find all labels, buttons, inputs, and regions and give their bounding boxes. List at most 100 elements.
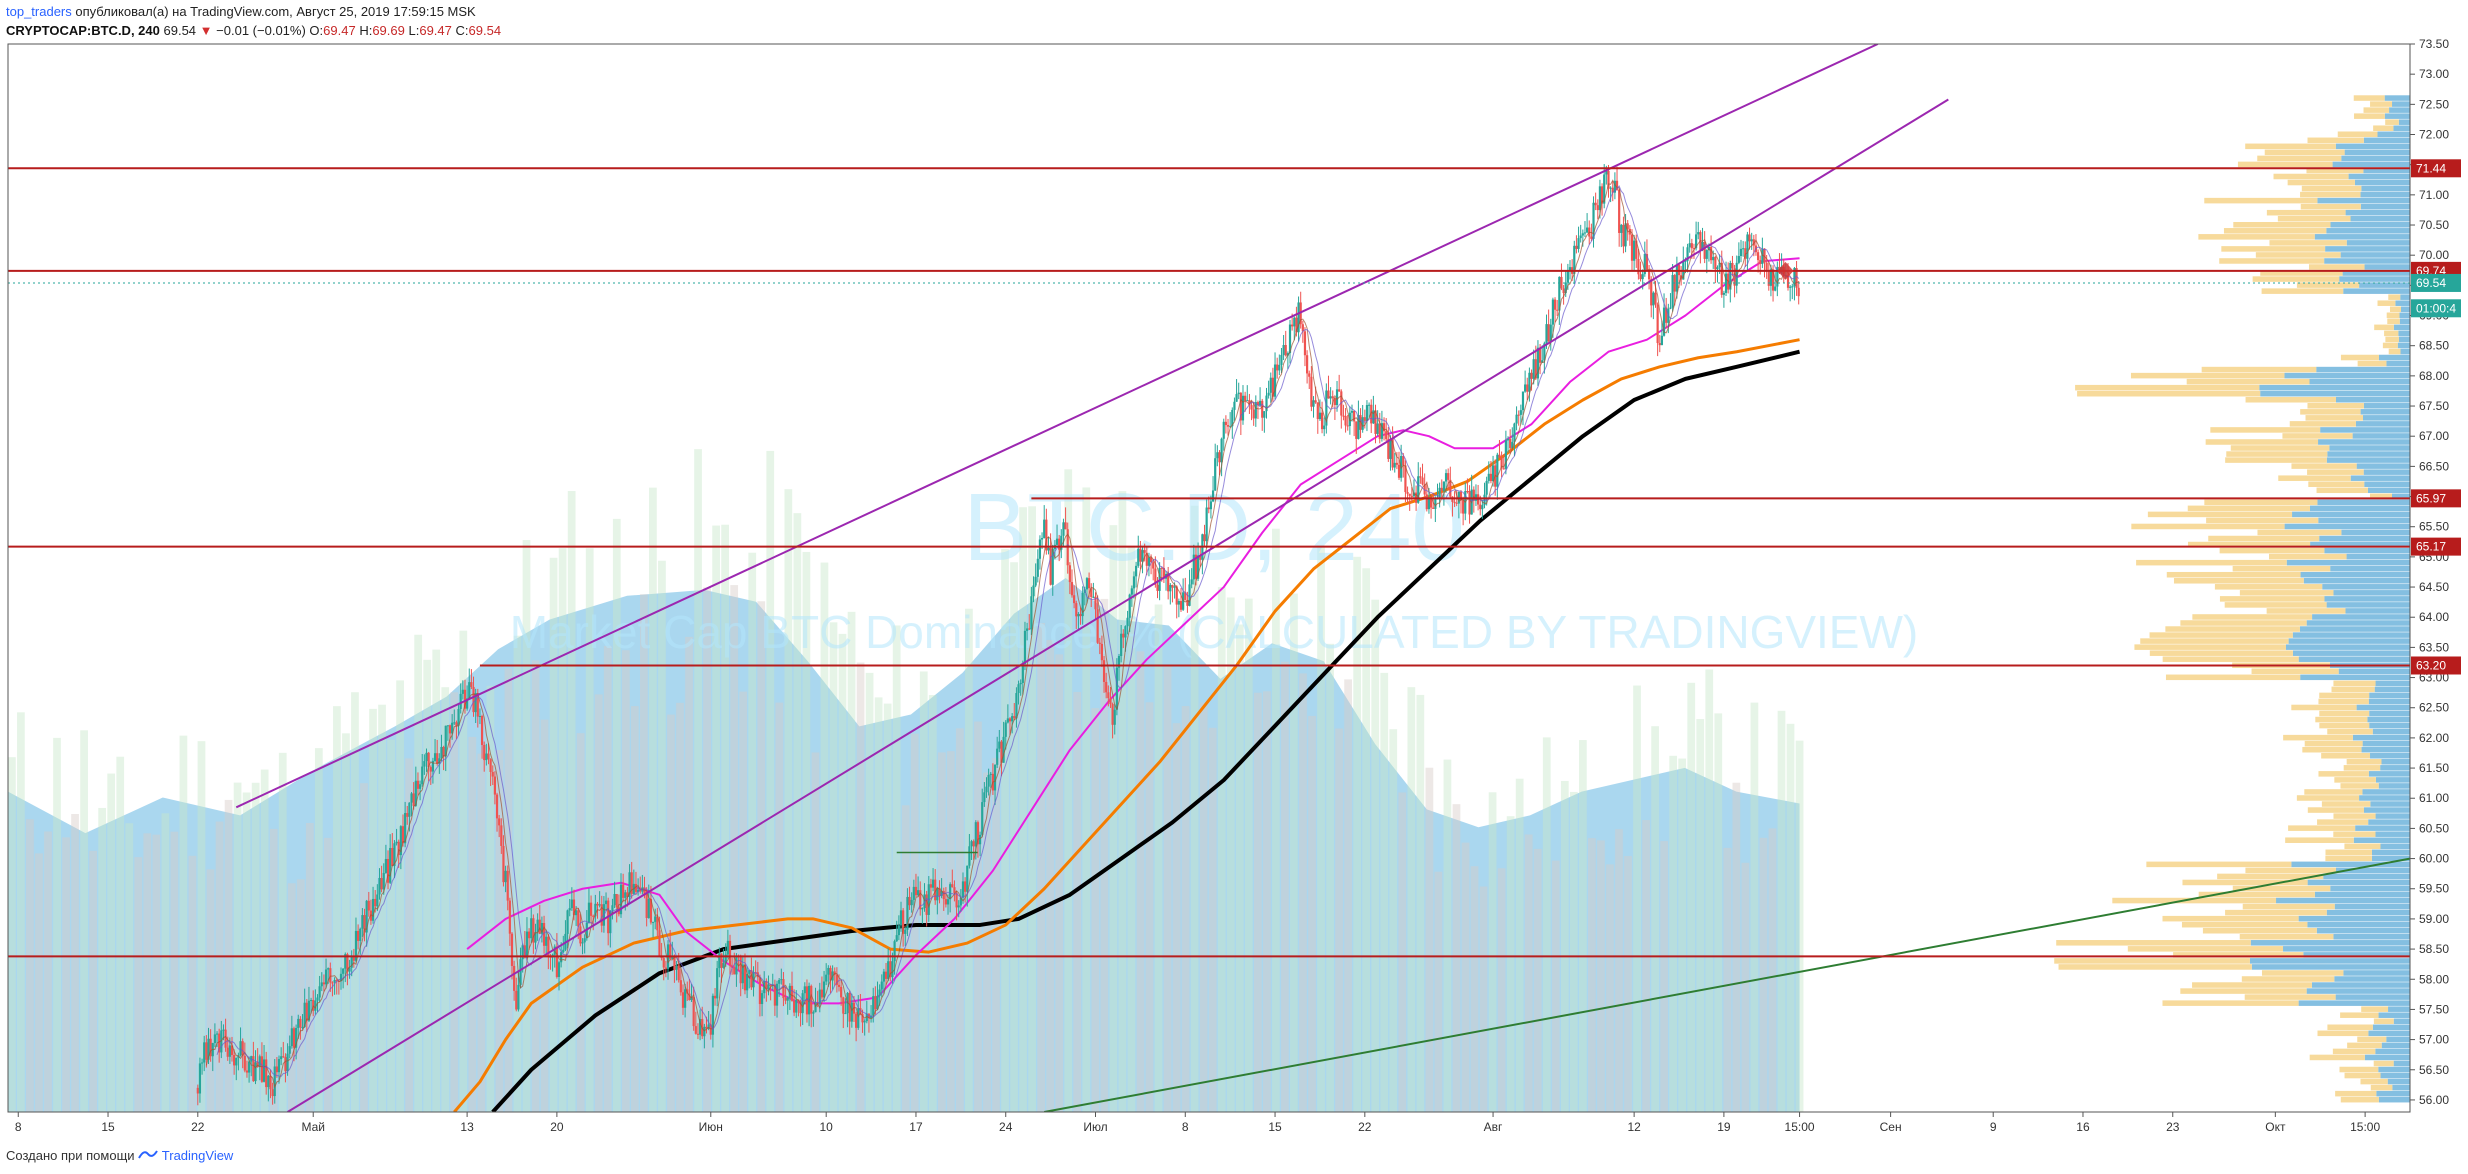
volume-bar: [1606, 864, 1614, 1112]
candle-body: [1408, 493, 1411, 496]
candle-body: [1004, 722, 1007, 737]
candle-body: [1506, 438, 1510, 441]
candle-body: [395, 841, 398, 844]
candle-body: [773, 984, 776, 1006]
profile-row-up: [2291, 861, 2410, 868]
candle-body: [1449, 479, 1452, 497]
volume-bar: [802, 551, 811, 1112]
candle-body: [1019, 682, 1022, 685]
profile-row-up: [2330, 565, 2410, 572]
candle-body: [904, 929, 907, 934]
volume-bar: [98, 807, 107, 1112]
candle-body: [498, 818, 501, 826]
time-axis[interactable]: 8 15 22 Май 13 20 Июн 10 17 24 Июл 8 15 22 Авг 12 19 15:0…: [15, 1112, 2381, 1134]
volume-bar: [152, 834, 161, 1112]
profile-row-down: [2245, 867, 2336, 874]
profile-row-down: [2385, 119, 2399, 125]
candle-body: [1152, 562, 1155, 569]
candle-body: [1346, 425, 1349, 427]
candle-body: [733, 967, 736, 975]
volume-bar: [251, 782, 260, 1112]
profile-row-down: [2146, 861, 2292, 868]
profile-row-up: [2359, 795, 2410, 801]
candle-body: [1684, 260, 1687, 262]
volume-bar: [1055, 654, 1064, 1112]
profile-row-up: [2334, 903, 2410, 910]
volume-bar: [161, 813, 170, 1112]
volume-bar: [1768, 828, 1777, 1112]
volume-bar: [585, 548, 594, 1112]
profile-row-up: [2334, 976, 2410, 982]
candle-body: [1789, 286, 1792, 288]
candle-body: [1002, 736, 1005, 763]
volume-bar: [1299, 673, 1307, 1112]
candle-body: [1220, 438, 1223, 463]
candle-body: [1233, 401, 1236, 410]
candle-body: [1654, 292, 1657, 305]
y-tick-label: 56.50: [2419, 1063, 2449, 1077]
profile-row-up: [2303, 578, 2410, 584]
profile-row-down: [2340, 1012, 2379, 1018]
candle-body: [410, 793, 413, 803]
profile-row-up: [2352, 433, 2410, 439]
candle-body: [1536, 347, 1540, 379]
candle-body: [1652, 292, 1655, 306]
candle-body: [277, 1059, 281, 1073]
candle-body: [1695, 234, 1698, 249]
volume-bar: [766, 450, 775, 1112]
profile-row-down: [2340, 783, 2379, 789]
trend-lines[interactable]: [235, 44, 2410, 1112]
candle-body: [1551, 299, 1555, 325]
candle-body: [1526, 384, 1529, 392]
profile-row-up: [2292, 650, 2410, 656]
x-tick-label: Май: [301, 1120, 325, 1134]
candle-body: [985, 786, 988, 793]
candle-body: [1077, 613, 1080, 617]
volume-bar: [242, 792, 251, 1112]
candle-body: [1530, 372, 1533, 379]
profile-row-up: [2370, 801, 2410, 807]
profile-row-up: [2350, 215, 2410, 222]
candle-body: [996, 748, 999, 765]
profile-row-up: [2300, 674, 2410, 681]
candle-body: [235, 1057, 238, 1066]
candle-body: [1235, 394, 1238, 402]
candle-body: [707, 1024, 710, 1029]
author-link[interactable]: top_traders: [6, 4, 72, 19]
profile-row-down: [2331, 686, 2375, 693]
profile-row-down: [2252, 276, 2340, 282]
profile-row-up: [2393, 324, 2410, 331]
candle-body: [1562, 288, 1565, 294]
candle-body: [1549, 324, 1552, 342]
symbol-label[interactable]: CRYPTOCAP:BTC.D, 240: [6, 23, 160, 38]
candle-body: [1367, 404, 1371, 406]
candle-body: [196, 1087, 199, 1094]
profile-row-up: [2298, 1000, 2410, 1006]
horizontal-levels[interactable]: [8, 167, 2410, 958]
axes: [7, 43, 2411, 1113]
candle-body: [1468, 491, 1471, 515]
candle-body: [213, 1034, 216, 1044]
close-value: 69.54: [468, 23, 502, 38]
profile-row-up: [2326, 228, 2410, 234]
profile-row-up: [2310, 541, 2410, 548]
candle-body: [472, 686, 475, 713]
candle-body: [365, 900, 368, 933]
candle-body: [1117, 656, 1121, 668]
volume-bar: [1434, 871, 1443, 1112]
candle-body: [1609, 187, 1612, 189]
candle-body: [1015, 693, 1018, 719]
candle-body: [1511, 441, 1514, 449]
candle-body: [290, 1028, 293, 1047]
profile-row-down: [2370, 1084, 2393, 1091]
tradingview-link[interactable]: TradingView: [161, 1148, 234, 1163]
candle-body: [1421, 477, 1424, 485]
profile-row-up: [2363, 167, 2410, 174]
price-label-text: 65.97: [2416, 491, 2446, 505]
candle-body: [782, 979, 785, 999]
candle-body: [1665, 307, 1668, 323]
candle-body: [506, 870, 509, 901]
price-axis[interactable]: 56.00 56.50 57.00 57.50 58.00 58.50 59.00 59.50…: [2410, 37, 2449, 1107]
volume-bar: [1416, 694, 1425, 1112]
